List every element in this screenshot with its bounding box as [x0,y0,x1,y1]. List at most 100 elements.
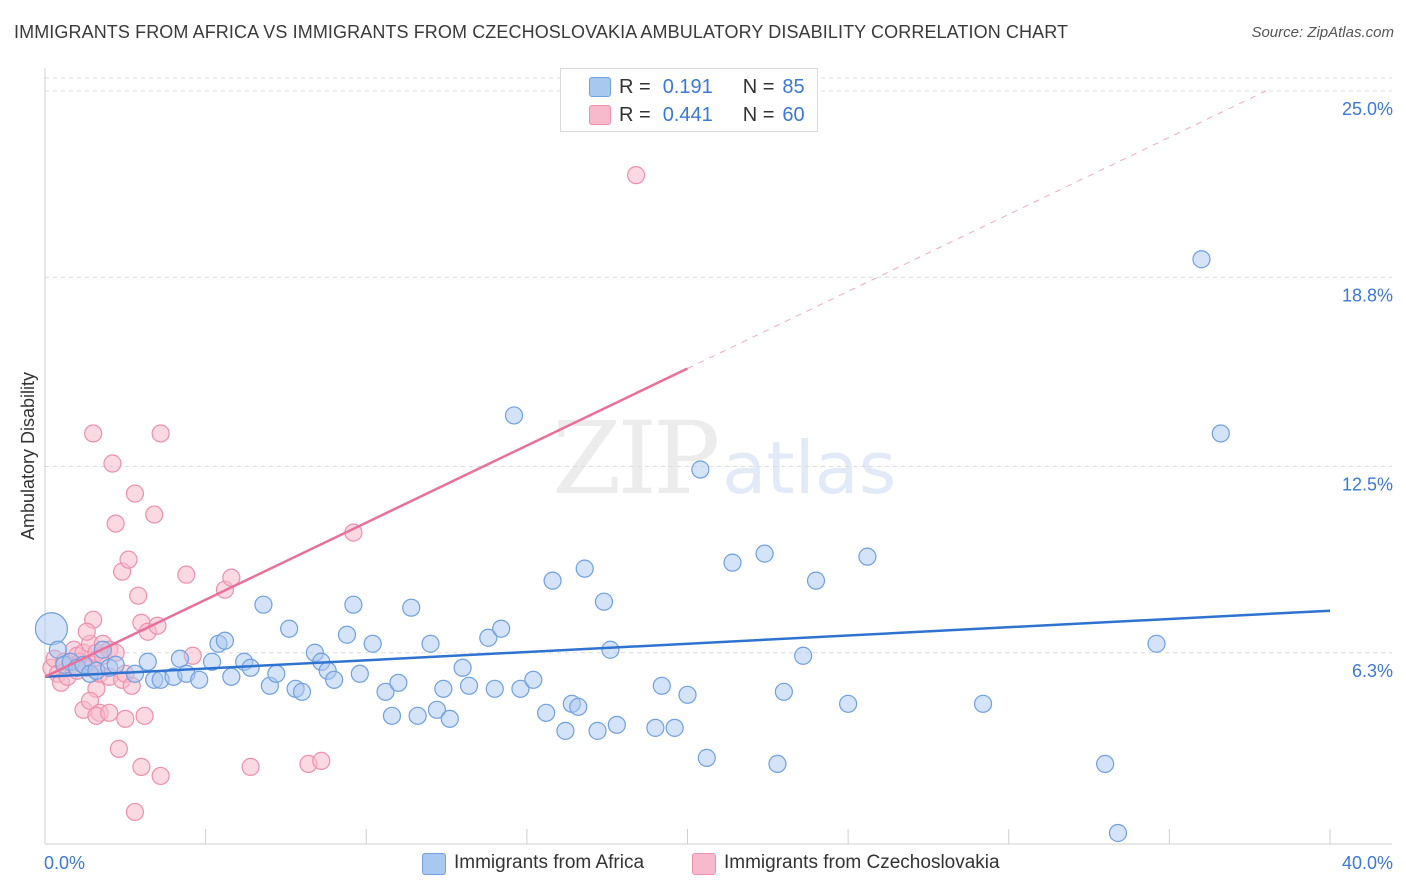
x-tick-label: 0.0% [44,853,85,873]
legend-africa-swatch [422,853,446,875]
africa-point [350,664,369,683]
africa-point [755,544,774,563]
africa-point [170,649,190,668]
chart-title: IMMIGRANTS FROM AFRICA VS IMMIGRANTS FRO… [14,22,1069,42]
czech-point [177,565,196,584]
africa-point [601,640,620,659]
czech-point [135,706,154,725]
czech-point [106,514,125,533]
africa-point [524,670,543,689]
czech-point [312,751,331,770]
africa-point [511,679,530,698]
x-tick-label: 40.0% [1342,853,1393,873]
czech-trend-extension [687,90,1266,369]
africa-n-value: 85 [782,75,805,98]
africa-point [421,634,440,653]
africa-point [839,694,858,713]
africa-point [768,754,787,773]
africa-point [794,646,813,665]
africa-point [607,715,626,734]
czech-point [84,424,103,443]
czech-point [241,757,260,777]
africa-point [48,640,67,659]
africa-stats-row: R = 0.191 N = 85 [619,74,805,100]
africa-point [280,619,299,638]
y-tick-label: 25.0% [1342,99,1393,119]
africa-point [652,676,671,695]
czech-point [151,424,170,443]
africa-point [344,595,363,614]
africa-point [697,748,716,767]
czech-point [77,622,96,641]
africa-r-label: R = [619,75,651,98]
africa-point [440,709,459,728]
africa-point [588,721,607,740]
legend-czech-swatch [692,853,716,875]
africa-swatch [589,77,611,97]
africa-point [138,652,157,671]
africa-trend-line [44,609,1331,679]
africa-point [858,547,877,566]
africa-point [106,655,125,674]
czech-point [119,550,138,569]
africa-point [504,406,524,425]
africa-point [575,559,594,578]
stats-legend: R = 0.191 N = 85 R = 0.441 N = 60 [560,68,818,132]
africa-point [691,460,710,479]
czech-r-label: R = [619,103,651,126]
czech-point [116,709,135,728]
czech-r-value: 0.441 [662,103,713,126]
africa-point [492,619,511,638]
africa-point [678,685,697,704]
czech-swatch [589,105,611,125]
africa-point [325,670,344,689]
source-credit: Source: ZipAtlas.com [1251,24,1394,41]
africa-point [215,631,234,650]
grid-lines [45,77,1392,654]
czech-point [151,766,170,786]
africa-point [337,625,357,644]
czech-points [42,166,646,822]
africa-point [453,658,472,677]
africa-point [665,718,684,737]
africa-point [376,682,395,701]
africa-point [806,571,826,590]
africa-point [408,706,427,725]
africa-point [34,612,69,646]
africa-point [723,553,742,572]
africa-point [479,628,498,647]
africa-r-value: 0.191 [662,75,713,98]
watermark-atlas: atlas [722,426,897,510]
africa-point [292,682,312,701]
czech-point [132,757,151,777]
africa-point [125,664,145,683]
africa-point [267,664,286,683]
y-tick-label: 12.5% [1342,475,1393,495]
africa-point [427,700,447,719]
africa-points [34,250,1230,843]
africa-point [1108,823,1128,843]
czech-n-value: 60 [782,103,805,126]
africa-point [774,682,793,701]
africa-point [1211,424,1230,443]
czech-stats-row: R = 0.441 N = 60 [619,102,805,128]
africa-point [1192,250,1211,269]
czech-point [109,739,128,758]
africa-point [190,670,209,689]
y-axis-label: Ambulatory Disability [18,372,38,540]
africa-point [241,658,260,677]
czech-point [125,484,145,503]
czech-trend-line [44,367,689,678]
czech-point [129,586,148,605]
africa-point [363,634,382,653]
czech-n-label: N = [742,103,775,126]
czech-point [145,505,164,524]
africa-point [254,595,273,614]
axes [44,68,1392,845]
africa-point [485,679,504,698]
watermark: ZIPatlas [552,400,896,517]
africa-point [434,679,453,698]
czech-point [103,454,122,473]
tick-labels: 6.3% 12.5% 18.8% 25.0% 0.0% 40.0% Ambulatory D… [18,99,1393,873]
